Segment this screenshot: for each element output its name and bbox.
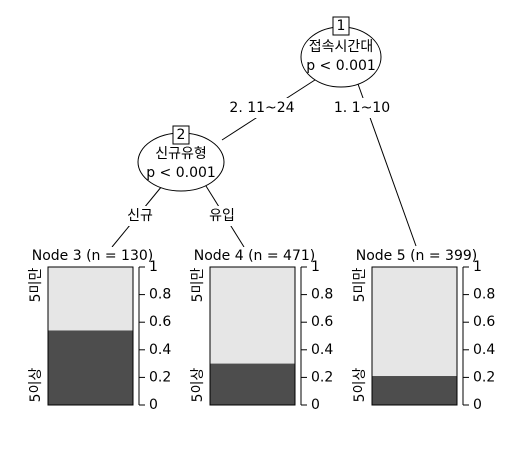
y-tick-label: 0	[311, 397, 320, 413]
y-tick-label: 0.8	[149, 287, 171, 303]
class-label: 5이상	[190, 368, 206, 403]
y-tick-label: 1	[473, 259, 482, 275]
leaf-title: Node 4 (n = 471)	[194, 248, 316, 264]
node-id-box	[172, 125, 190, 145]
leaf-title: Node 3 (n = 130)	[32, 248, 154, 264]
node-ellipse	[300, 26, 382, 88]
edge-label: 2. 11~24	[229, 100, 294, 116]
edge-label: 유입	[209, 208, 235, 224]
node-p: p < 0.001	[146, 165, 216, 181]
y-tick-label: 0	[149, 397, 158, 413]
node-p: p < 0.001	[306, 58, 376, 74]
bar	[48, 330, 133, 405]
class-label: 5이상	[28, 368, 44, 403]
edge-label-bg	[332, 98, 392, 118]
y-tick-label: 1	[149, 259, 158, 275]
class-label: 5미만	[28, 268, 44, 303]
y-tick-label: 0	[473, 397, 482, 413]
leaf-title: Node 5 (n = 399)	[356, 248, 478, 264]
class-label: 5미만	[352, 268, 368, 303]
class-label: 5미만	[190, 268, 206, 303]
bar	[210, 363, 295, 405]
y-tick-label: 0.8	[311, 287, 333, 303]
y-tick-label: 0.6	[149, 314, 171, 330]
y-tick-label: 0.2	[473, 369, 495, 385]
node-id-box	[332, 16, 350, 36]
y-tick-label: 0.4	[473, 342, 495, 358]
leaf-title-bg	[194, 247, 313, 265]
node-label: 접속시간대	[309, 39, 373, 55]
edge-label: 1. 1~10	[334, 100, 390, 116]
bar-frame	[371, 266, 458, 406]
y-tick-label: 0.8	[473, 287, 495, 303]
edge-label: 신규	[127, 208, 153, 224]
bar	[372, 376, 457, 405]
edge-label-bg	[204, 206, 240, 226]
edge-label-bg	[122, 206, 158, 226]
edge-label-bg	[224, 98, 300, 118]
node-id: 2	[177, 127, 186, 143]
node-label: 신규유형	[155, 146, 207, 162]
y-tick-label: 0.4	[149, 342, 171, 358]
leaf-title-bg	[356, 247, 475, 265]
leaf-title-bg	[32, 247, 151, 265]
bar-frame	[47, 266, 134, 406]
y-tick-label: 0.2	[149, 369, 171, 385]
class-label: 5이상	[352, 368, 368, 403]
y-tick-label: 1	[311, 259, 320, 275]
y-tick-label: 0.2	[311, 369, 333, 385]
y-tick-label: 0.6	[473, 314, 495, 330]
bar-frame	[209, 266, 296, 406]
node-id: 1	[337, 18, 346, 34]
y-tick-label: 0.4	[311, 342, 333, 358]
y-tick-label: 0.6	[311, 314, 333, 330]
